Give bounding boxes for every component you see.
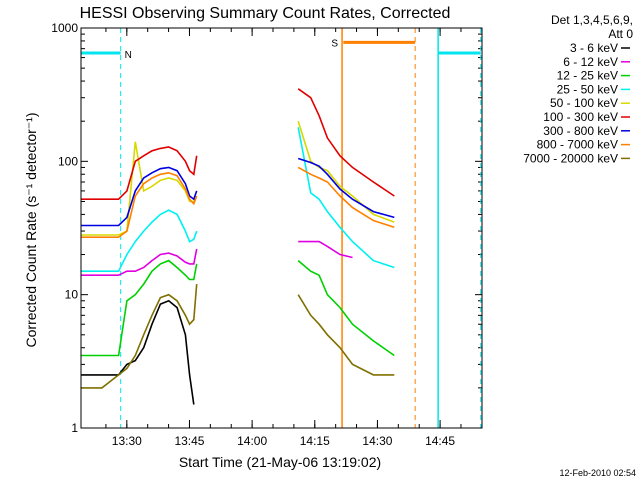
x-tick-label: 14:15	[300, 434, 330, 448]
y-axis-label: Corrected Count Rate (s⁻¹ detector⁻¹)	[23, 113, 39, 348]
x-axis-label: Start Time (21-May-06 13:19:02)	[179, 454, 381, 470]
legend-entry-label: 6 - 12 keV	[563, 55, 618, 69]
timestamp: 12-Feb-2010 02:54	[559, 468, 636, 478]
x-tick-label: 14:00	[237, 434, 267, 448]
series-line	[81, 259, 395, 357]
series-line	[81, 166, 395, 238]
legend-entry-label: 7000 - 20000 keV	[523, 151, 618, 165]
y-tick-label: 10	[65, 288, 79, 302]
plot-frame	[80, 27, 483, 429]
series-line	[81, 299, 195, 405]
saa-flag-label: S	[331, 38, 338, 49]
series-line	[81, 127, 395, 272]
legend-entry-label: 50 - 100 keV	[550, 96, 618, 110]
legend-entry-label: 300 - 800 keV	[543, 124, 618, 138]
series-line	[81, 240, 353, 276]
legend-entry-label: 100 - 300 keV	[543, 110, 618, 124]
series-line	[81, 88, 395, 200]
x-tick-label: 14:30	[362, 434, 392, 448]
legend-entry-label: 12 - 25 keV	[557, 69, 618, 83]
legend-entry-label: 25 - 50 keV	[557, 82, 618, 96]
y-tick-label: 1000	[51, 21, 78, 35]
series-line	[81, 284, 395, 389]
plot-area: 1 10 100 1000 13:30 13:45 14:00 14:15 14:30 14:45…	[51, 21, 483, 448]
legend-header-attenuator: Att 0	[608, 27, 633, 41]
legend-header-detectors: Det 1,3,4,5,6,9,	[551, 13, 633, 27]
series-line	[81, 120, 395, 236]
night-flag-label: N	[125, 50, 132, 61]
y-tick-label: 1	[71, 421, 78, 435]
x-tick-label: 14:45	[425, 434, 455, 448]
chart-title: HESSI Observing Summary Count Rates, Cor…	[80, 5, 451, 22]
y-tick-label: 100	[58, 154, 78, 168]
legend-entry-label: 800 - 7000 keV	[537, 138, 618, 152]
x-tick-label: 13:45	[174, 434, 204, 448]
legend-entry-label: 3 - 6 keV	[570, 41, 618, 55]
series-line	[81, 157, 395, 227]
x-tick-label: 13:30	[112, 434, 142, 448]
